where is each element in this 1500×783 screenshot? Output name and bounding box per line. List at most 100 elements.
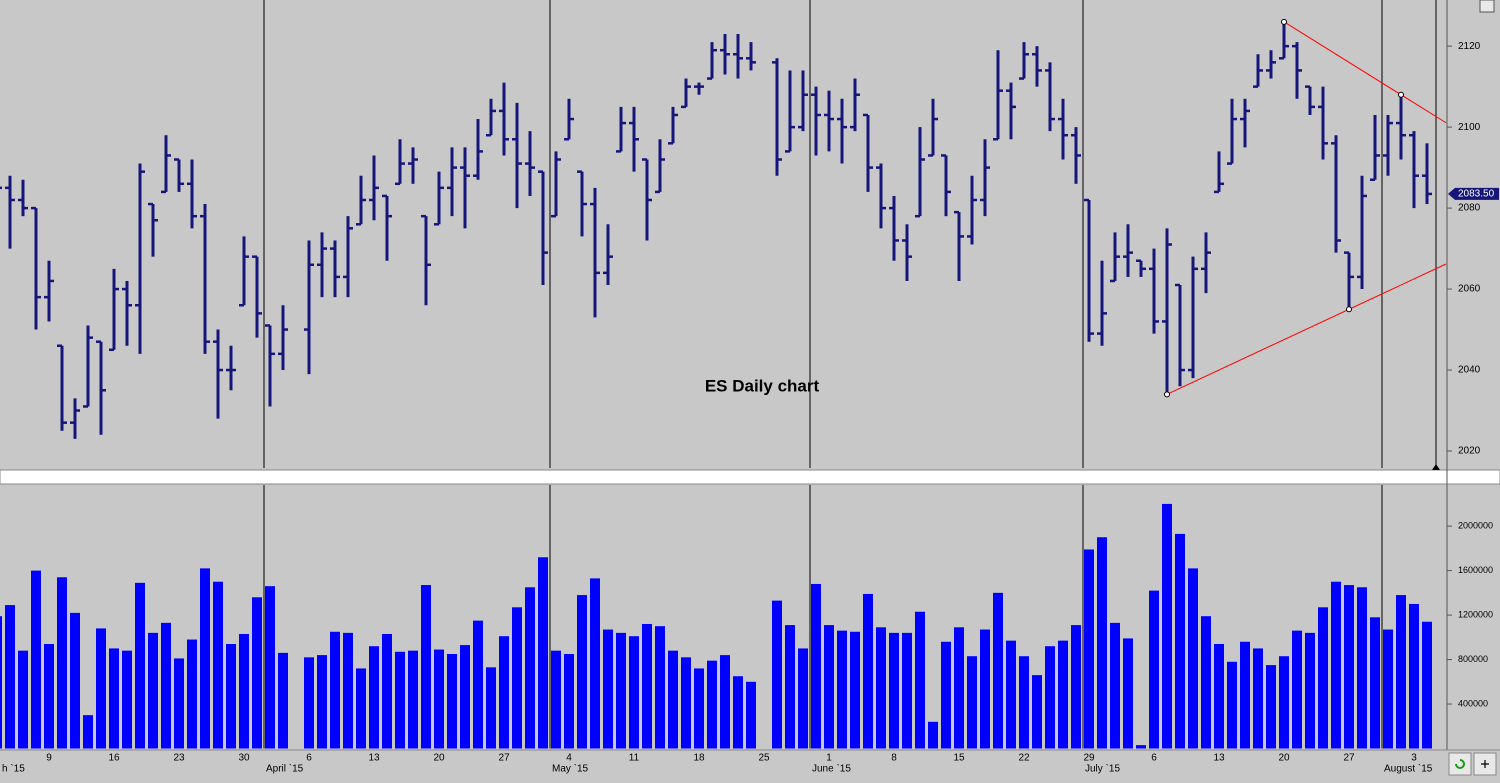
volume-bar: [1019, 656, 1029, 749]
volume-bar: [1032, 675, 1042, 749]
x-tick-label: 15: [953, 753, 965, 764]
trendline-anchor: [1398, 91, 1404, 98]
y-tick-label: 1200000: [1458, 609, 1493, 619]
volume-bar: [1097, 537, 1107, 749]
volume-bar: [590, 578, 600, 749]
y-tick-label: 800000: [1458, 654, 1488, 664]
y-tick-label: 2040: [1458, 365, 1481, 376]
volume-bar: [863, 593, 873, 749]
volume-bar: [161, 622, 171, 749]
volume-bar: [928, 721, 938, 749]
volume-bar: [850, 631, 860, 749]
volume-bar: [1292, 630, 1302, 749]
volume-bar: [1279, 656, 1289, 749]
volume-bar: [226, 643, 236, 749]
volume-bar: [1357, 587, 1367, 749]
volume-bar: [343, 632, 353, 749]
volume-bar: [1214, 643, 1224, 749]
volume-bar: [1266, 665, 1276, 749]
volume-bar: [1396, 595, 1406, 749]
volume-bar: [746, 681, 756, 749]
volume-bar: [395, 651, 405, 749]
marks: 2020204020602080210021202083.50400000800…: [0, 18, 1499, 775]
trendline-anchor: [1164, 391, 1170, 398]
volume-bar: [902, 632, 912, 749]
month-label: July `15: [1085, 763, 1120, 775]
autoscale-button[interactable]: [1479, 0, 1495, 13]
volume-bar: [720, 655, 730, 749]
volume-bar: [967, 656, 977, 749]
volume-bar: [876, 627, 886, 749]
volume-bar: [200, 568, 210, 749]
x-tick-label: 20: [433, 753, 445, 764]
trendline-anchor: [1281, 18, 1287, 25]
last-price-tag: [1448, 187, 1499, 200]
volume-bar: [421, 585, 431, 749]
trendline-anchor: [1346, 306, 1352, 313]
volume-bar: [1318, 607, 1328, 749]
volume-bar: [1123, 638, 1133, 749]
x-tick-label: 22: [1018, 753, 1030, 764]
y-tick-label: 2120: [1458, 41, 1481, 52]
volume-bar: [148, 632, 158, 749]
volume-bar: [187, 639, 197, 749]
volume-bar: [473, 620, 483, 749]
x-tick-label: 9: [46, 753, 52, 764]
x-tick-label: 25: [758, 753, 770, 764]
month-label: h `15: [2, 763, 25, 775]
month-label: August `15: [1384, 763, 1433, 775]
volume-bar: [525, 587, 535, 749]
x-tick-label: 29: [1083, 753, 1095, 764]
month-label: June `15: [812, 763, 851, 775]
volume-bar: [811, 583, 821, 749]
volume-bar: [837, 630, 847, 749]
volume-bar: [707, 660, 717, 749]
volume-bar: [408, 650, 418, 749]
volume-bar: [1149, 590, 1159, 749]
x-tick-label: 6: [306, 753, 312, 764]
volume-bar: [616, 632, 626, 749]
x-tick-label: 13: [368, 753, 380, 764]
volume-bar: [577, 595, 587, 749]
x-tick-label: 1: [826, 753, 832, 764]
volume-bar: [512, 607, 522, 749]
trendline: [1283, 21, 1447, 124]
volume-bar: [109, 648, 119, 749]
volume-bar: [1162, 503, 1172, 749]
volume-bar: [1344, 585, 1354, 749]
volume-bar: [915, 611, 925, 749]
volume-bar: [70, 612, 80, 749]
volume-bar: [460, 645, 470, 749]
volume-bar: [18, 650, 28, 749]
y-tick-label: 1600000: [1458, 565, 1493, 575]
month-label: May `15: [552, 763, 589, 775]
volume-bar: [1253, 648, 1263, 749]
last-price-label: 2083.50: [1458, 189, 1495, 200]
x-tick-label: 20: [1278, 753, 1290, 764]
x-tick-label: 6: [1151, 753, 1157, 764]
volume-bar: [954, 627, 964, 749]
volume-bar: [655, 626, 665, 749]
volume-bar: [5, 605, 15, 749]
volume-bar: [993, 592, 1003, 749]
volume-bar: [1136, 745, 1146, 749]
volume-bar: [1188, 568, 1198, 749]
volume-bar: [447, 653, 457, 749]
volume-bar: [1227, 661, 1237, 749]
panel-splitter: [0, 469, 1500, 485]
volume-bar: [304, 657, 314, 749]
y-tick-label: 2000000: [1458, 521, 1493, 531]
y-tick-label: 2100: [1458, 122, 1481, 133]
volume-bar: [1305, 632, 1315, 749]
volume-bar: [317, 655, 327, 749]
refresh-button[interactable]: [1448, 752, 1472, 776]
trendline: [1166, 263, 1447, 395]
volume-bar: [785, 625, 795, 749]
volume-bar: [1409, 603, 1419, 749]
y-tick-label: 2080: [1458, 203, 1481, 214]
volume-bar: [1045, 646, 1055, 749]
volume-bar: [369, 646, 379, 749]
x-tick-label: 23: [173, 753, 185, 764]
volume-bar: [1084, 549, 1094, 749]
